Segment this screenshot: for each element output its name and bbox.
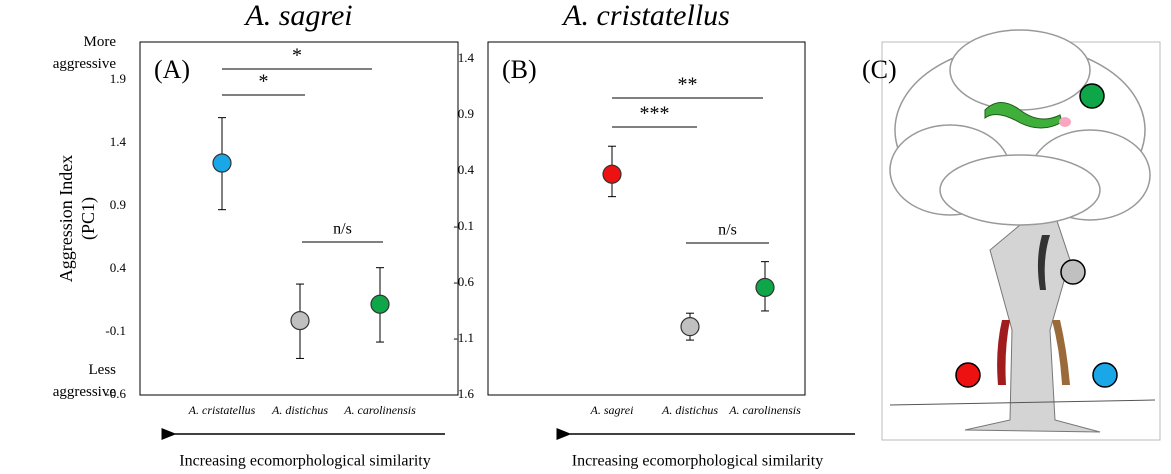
dewlap <box>1059 117 1071 127</box>
significance-label: n/s <box>718 222 737 239</box>
bottom-note: Less aggressive <box>53 362 117 400</box>
point <box>370 294 390 314</box>
significance-label: ** <box>678 74 698 96</box>
tree-trunk <box>964 199 1101 433</box>
y-axis-label: Aggression Index <box>56 155 76 282</box>
y-tick-label: 1.9 <box>110 71 126 86</box>
y-tick-label: -0.6 <box>453 274 474 289</box>
y-tick-label: -0.6 <box>105 386 126 401</box>
point <box>290 311 310 331</box>
x-tick-label: A. distichus <box>661 403 718 417</box>
x-axis-label: Increasing ecomorphological similarity <box>572 453 823 470</box>
panel-label: (A) <box>154 55 190 84</box>
y-tick-label: 1.4 <box>110 134 127 149</box>
point <box>755 277 775 298</box>
marker-blue <box>1092 362 1118 388</box>
x-tick-label: A. sagrei <box>590 403 634 417</box>
y-tick-label: -0.1 <box>453 218 474 233</box>
significance-label: n/s <box>333 221 352 238</box>
significance-label: *** <box>640 103 670 125</box>
marker-red <box>955 362 981 388</box>
y-axis-label: (PC1) <box>78 197 99 240</box>
gray-lizard <box>1037 235 1050 290</box>
chart-title: A. sagrei <box>243 0 352 32</box>
point <box>212 153 232 173</box>
x-tick-label: A. carolinensis <box>343 403 416 417</box>
x-tick-label: A. carolinensis <box>728 403 801 417</box>
brown-lizard <box>1052 320 1070 385</box>
panel-label: (B) <box>502 55 537 84</box>
plot-frame <box>139 41 459 396</box>
y-tick-label: 0.4 <box>110 260 127 275</box>
x-axis-label: Increasing ecomorphological similarity <box>179 453 430 470</box>
note-line: More <box>84 34 117 50</box>
y-tick-label: 0.9 <box>458 106 474 121</box>
chart-title: A. cristatellus <box>561 0 730 32</box>
note-line: aggressive <box>53 56 117 72</box>
plot-frame <box>487 41 806 396</box>
tree-crown <box>889 29 1151 226</box>
significance-label: * <box>292 45 302 67</box>
panel-label: (C) <box>862 55 897 84</box>
x-tick-label: A. cristatellus <box>188 403 256 417</box>
note-line: Less <box>89 362 117 378</box>
red-lizard <box>997 320 1010 385</box>
significance-label: * <box>259 71 269 93</box>
marker-gray <box>1060 259 1086 285</box>
y-tick-label: 0.9 <box>110 197 126 212</box>
top-note: More aggressive <box>53 34 117 72</box>
x-tick-label: A. distichus <box>271 403 328 417</box>
panel-c: (C) <box>862 29 1161 441</box>
y-tick-label: -0.1 <box>105 323 126 338</box>
y-tick-label: -1.1 <box>453 330 474 345</box>
y-tick-label: -1.6 <box>453 386 474 401</box>
point <box>680 317 700 337</box>
point <box>602 164 622 184</box>
marker-green <box>1079 83 1105 109</box>
y-tick-label: 1.4 <box>458 50 475 65</box>
y-tick-label: 0.4 <box>458 162 475 177</box>
note-line: aggressive <box>53 384 117 400</box>
ground <box>889 399 1156 406</box>
